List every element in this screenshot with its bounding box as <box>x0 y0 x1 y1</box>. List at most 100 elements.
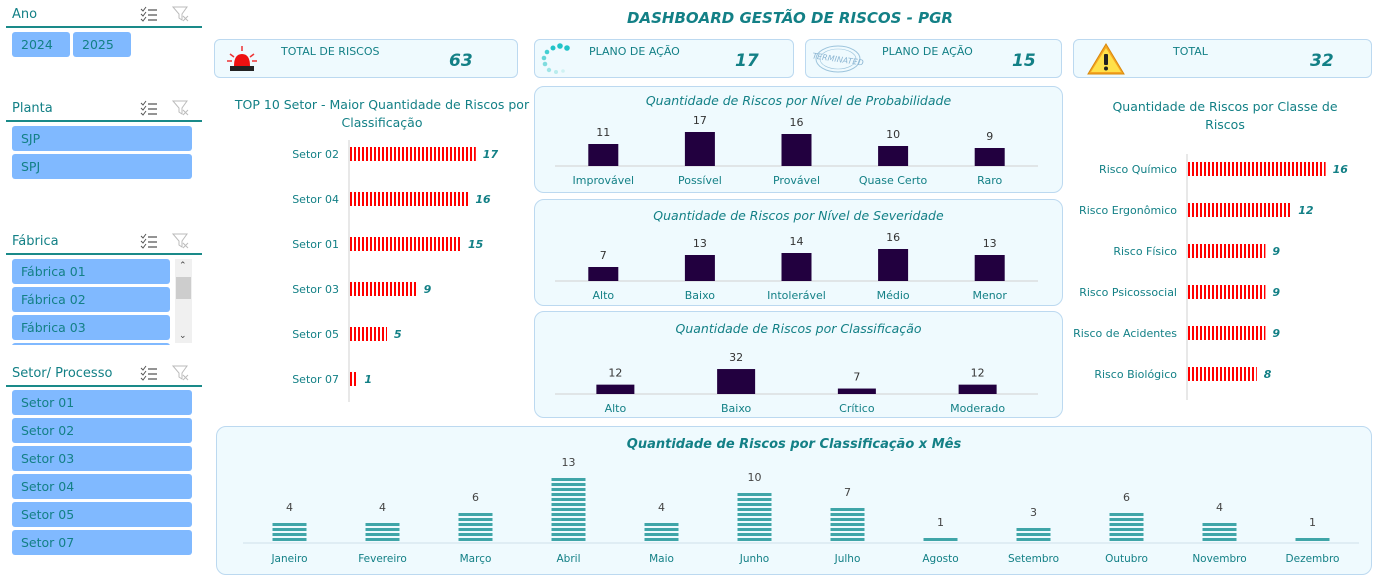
clear-filter-icon[interactable] <box>172 365 190 381</box>
svg-text:TERMINATED: TERMINATED <box>812 51 864 67</box>
data-label: 4 <box>379 501 386 514</box>
category-label: Alto <box>592 289 614 302</box>
data-label: 9 <box>1272 286 1280 299</box>
category-label: Abril <box>557 553 581 565</box>
multi-select-icon[interactable] <box>140 100 158 116</box>
category-label: Outubro <box>1105 553 1148 565</box>
slicer-ano: Ano 2024 2025 <box>6 2 202 57</box>
loading-icon <box>541 43 570 74</box>
slicer-item-fabrica-01[interactable]: Fábrica 01 <box>12 259 170 284</box>
kpi-label: PLANO DE AÇÃO <box>882 45 973 58</box>
bar <box>737 493 772 541</box>
slicer-item-setor-04[interactable]: Setor 04 <box>12 474 192 499</box>
multi-select-icon[interactable] <box>140 365 158 381</box>
slicer-item-setor-02[interactable]: Setor 02 <box>12 418 192 443</box>
slicer-item-spj[interactable]: SPJ <box>12 154 192 179</box>
bar <box>458 513 493 541</box>
slicer-item-setor-03[interactable]: Setor 03 <box>12 446 192 471</box>
bar <box>644 523 679 541</box>
bar <box>684 255 715 281</box>
data-label: 13 <box>693 237 707 250</box>
bar <box>837 388 876 394</box>
data-label: 6 <box>1123 491 1130 504</box>
slicer-item-setor-05[interactable]: Setor 05 <box>12 502 192 527</box>
clear-filter-icon[interactable] <box>172 6 190 22</box>
bar <box>588 144 619 166</box>
data-label: 16 <box>886 231 900 244</box>
data-label: 4 <box>286 501 293 514</box>
kpi-label: TOTAL DE RISCOS <box>281 45 380 58</box>
slicer-setor: Setor/ Processo Setor 01 Setor 02 Setor … <box>6 361 202 555</box>
scrollbar[interactable]: ⌃ ⌄ <box>175 259 192 343</box>
chart-title: Quantidade de Riscos por Nível de Probab… <box>645 93 952 108</box>
bar <box>958 384 997 394</box>
scroll-down-icon[interactable]: ⌄ <box>179 331 187 341</box>
bar <box>272 523 307 541</box>
scrollbar-thumb[interactable] <box>176 277 191 299</box>
category-label: Maio <box>649 553 674 565</box>
slicer-item-setor-01[interactable]: Setor 01 <box>12 390 192 415</box>
kpi-value: 17 <box>735 51 759 71</box>
category-label: Improvável <box>573 174 635 187</box>
data-label: 1 <box>1309 516 1316 529</box>
chart-classificacao-svg: 12 Alto 32 Baixo 7 Crítico 12 Moderado <box>555 351 1038 415</box>
bar <box>974 148 1005 166</box>
chart-top10: TOP 10 Setor - Maior Quantidade de Risco… <box>232 90 532 405</box>
multi-select-icon[interactable] <box>140 233 158 249</box>
slicer-item-partial[interactable] <box>12 343 170 345</box>
category-label: Risco Físico <box>1113 245 1177 258</box>
category-label: Setor 07 <box>292 373 339 386</box>
slicer-item-2024[interactable]: 2024 <box>12 32 70 57</box>
data-label: 11 <box>596 126 610 139</box>
terminated-stamp-icon: TERMINATED <box>812 45 864 73</box>
slicer-item-fabrica-03[interactable]: Fábrica 03 <box>12 315 170 340</box>
kpi-total: TOTAL 32 <box>1073 39 1372 78</box>
data-label: 10 <box>886 128 900 141</box>
category-label: Moderado <box>950 402 1005 415</box>
slicer-item-setor-07[interactable]: Setor 07 <box>12 530 192 555</box>
category-label: Setor 05 <box>292 328 339 341</box>
bar <box>596 384 635 394</box>
data-label: 15 <box>468 238 484 251</box>
category-label: Alto <box>605 402 627 415</box>
slicer-item-fabrica-02[interactable]: Fábrica 02 <box>12 287 170 312</box>
data-label: 7 <box>600 249 607 262</box>
category-label: Risco Psicossocial <box>1079 286 1177 299</box>
data-label: 9 <box>1272 327 1280 340</box>
clear-filter-icon[interactable] <box>172 233 190 249</box>
data-label: 10 <box>748 471 762 484</box>
data-label: 7 <box>844 486 851 499</box>
category-label: Agosto <box>922 553 958 565</box>
slicer-header: Planta <box>6 96 202 122</box>
category-label: Quase Certo <box>859 174 928 187</box>
data-label: 13 <box>562 456 576 469</box>
bar <box>684 132 715 166</box>
bar <box>350 372 356 386</box>
category-label: Baixo <box>721 402 752 415</box>
slicer-item-sjp[interactable]: SJP <box>12 126 192 151</box>
data-label: 32 <box>729 351 743 364</box>
chart-severidade-svg: 7 Alto 13 Baixo 14 Intolerável 16 Médio 13 Menor <box>555 231 1038 302</box>
data-label: 4 <box>1216 501 1223 514</box>
data-label: 16 <box>1333 163 1349 176</box>
kpi-value: 32 <box>1310 51 1334 71</box>
chart-probabilidade-svg: 11 Improvável 17 Possível 16 Provável 10 Quase … <box>555 114 1038 187</box>
category-label: Março <box>460 553 492 565</box>
category-label: Junho <box>739 553 770 565</box>
category-label: Setembro <box>1008 553 1059 565</box>
data-label: 13 <box>983 237 997 250</box>
chart-severidade: Quantidade de Riscos por Nível de Severi… <box>534 199 1063 306</box>
data-label: 14 <box>790 235 804 248</box>
data-label: 1 <box>364 373 372 386</box>
clear-filter-icon[interactable] <box>172 100 190 116</box>
multi-select-icon[interactable] <box>140 6 158 22</box>
kpi-total-riscos: TOTAL DE RISCOS 63 <box>214 39 518 78</box>
slicer-item-2025[interactable]: 2025 <box>73 32 131 57</box>
data-label: 9 <box>1272 245 1280 258</box>
category-label: Médio <box>877 289 910 302</box>
bar <box>350 327 387 341</box>
slicer-header: Setor/ Processo <box>6 361 202 387</box>
dashboard-title: DASHBOARD GESTÃO DE RISCOS - PGR <box>627 9 953 27</box>
scroll-up-icon[interactable]: ⌃ <box>179 261 187 271</box>
